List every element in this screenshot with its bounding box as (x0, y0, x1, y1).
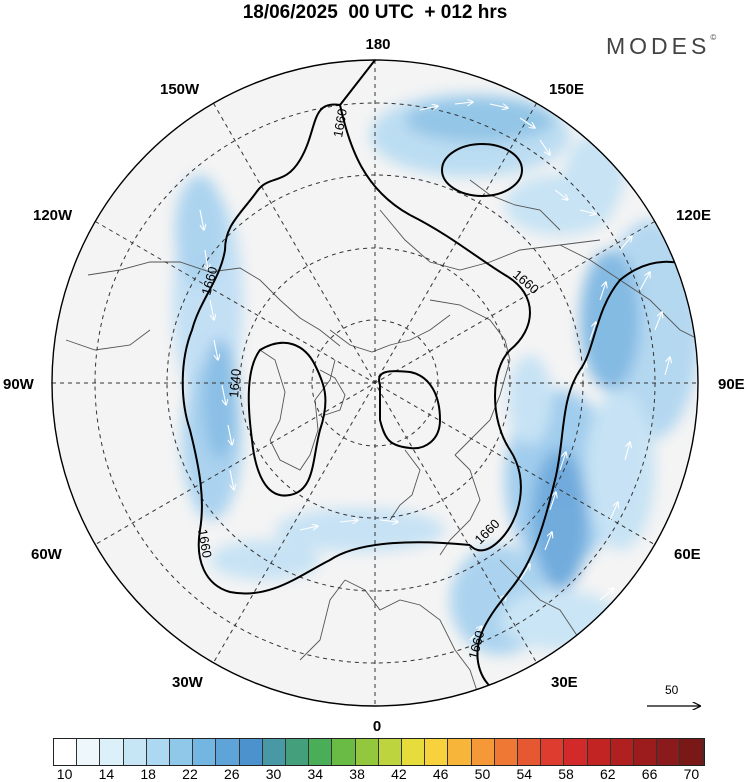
lon-label-30w: 30W (172, 674, 204, 691)
contour-label: 1660 (198, 265, 220, 297)
colorbar-tick-label: 22 (182, 766, 198, 782)
map-title: 18/06/2025 00 UTC + 012 hrs (242, 2, 508, 23)
colorbar-tick-label: 34 (307, 766, 324, 782)
colorbar-tick-label: 14 (98, 766, 115, 782)
colorbar-swatch (332, 739, 356, 765)
lon-label-90e: 90E (718, 376, 745, 393)
colorbar-swatch (657, 739, 681, 765)
colorbar-swatch (518, 739, 542, 765)
colorbar-tick-label: 10 (56, 766, 73, 782)
lon-label-60w: 60W (31, 546, 63, 563)
lon-label-0: 0 (373, 718, 381, 735)
colorbar-swatch (402, 739, 426, 765)
lon-label-90w: 90W (3, 376, 35, 393)
lon-label-150e: 150E (549, 81, 584, 98)
colorbar-tick-label: 46 (432, 766, 449, 782)
colorbar-swatch (610, 739, 635, 765)
colorbar-swatch (541, 739, 565, 765)
contour-1660-closed-pacific (441, 143, 523, 197)
colorbar-swatch (425, 739, 449, 765)
contour-1640-atlantic (247, 341, 327, 497)
longitude-labels: 180 0 90W 90E 150W 120W 60W 30W 150E 120… (3, 36, 745, 735)
colorbar-swatch (680, 739, 704, 765)
contour-1660-east (339, 104, 531, 552)
contour-label: 1660 (195, 528, 215, 559)
colorbar-swatch (355, 739, 379, 765)
colorbar-swatch (77, 739, 101, 765)
colorbar-tick-label: 18 (140, 766, 156, 782)
contour-label: 1660 (330, 107, 350, 138)
colorbar-swatch (216, 739, 240, 765)
lon-label-180: 180 (365, 36, 390, 53)
colorbar-swatch (634, 739, 658, 765)
contour-1660-asia (476, 260, 698, 696)
colorbar-tick-label: 30 (265, 766, 282, 782)
colorbar-swatch (471, 739, 495, 765)
colorbar-tick-label: 66 (641, 766, 658, 782)
colorbar-swatch (448, 739, 472, 765)
reference-vector-label: 50 (665, 683, 679, 697)
colorbar-tick-label: 62 (600, 766, 616, 782)
colorbar-swatch (100, 739, 124, 765)
geopotential-contours (181, 60, 698, 696)
colorbar-tick-label: 58 (558, 766, 574, 782)
colorbar-tick-label: 54 (516, 766, 533, 782)
brand-name: MODES (606, 33, 711, 59)
colorbar-swatch (262, 739, 287, 765)
colorbar-swatch (378, 739, 403, 765)
lon-label-120w: 120W (33, 207, 73, 224)
colorbar-tick-label: 26 (223, 766, 240, 782)
map-border (51, 59, 699, 707)
lon-label-150w: 150W (160, 81, 200, 98)
colorbar-swatch (564, 739, 588, 765)
copyright-mark: © (710, 33, 717, 42)
colorbar-tick-label: 42 (391, 766, 407, 782)
contour-closed-pole (378, 370, 442, 450)
colorbar-swatch (123, 739, 147, 765)
lon-label-30e: 30E (551, 674, 578, 691)
contour-1660-north (181, 60, 471, 595)
contour-label: 1640 (226, 368, 243, 398)
colorbar-swatch (54, 739, 78, 765)
colorbar-swatch (170, 739, 194, 765)
lon-label-60e: 60E (674, 546, 701, 563)
lon-label-120e: 120E (676, 207, 711, 224)
contour-label: 1660 (465, 629, 487, 661)
colorbar-tick-label: 50 (474, 766, 491, 782)
colorbar-ticks: 10 14 18 22 26 30 34 38 42 46 50 54 58 62 66 70 (53, 766, 703, 782)
colorbar-swatch (286, 739, 310, 765)
colorbar-swatch (587, 739, 611, 765)
colorbar-swatch (239, 739, 263, 765)
colorbar (53, 738, 705, 766)
colorbar-tick-label: 70 (683, 766, 700, 782)
colorbar-tick-label: 38 (349, 766, 365, 782)
colorbar-swatch (146, 739, 171, 765)
modes-logo: MODES© (606, 33, 716, 60)
colorbar-swatch (494, 739, 519, 765)
colorbar-swatch (193, 739, 217, 765)
colorbar-swatch (309, 739, 333, 765)
